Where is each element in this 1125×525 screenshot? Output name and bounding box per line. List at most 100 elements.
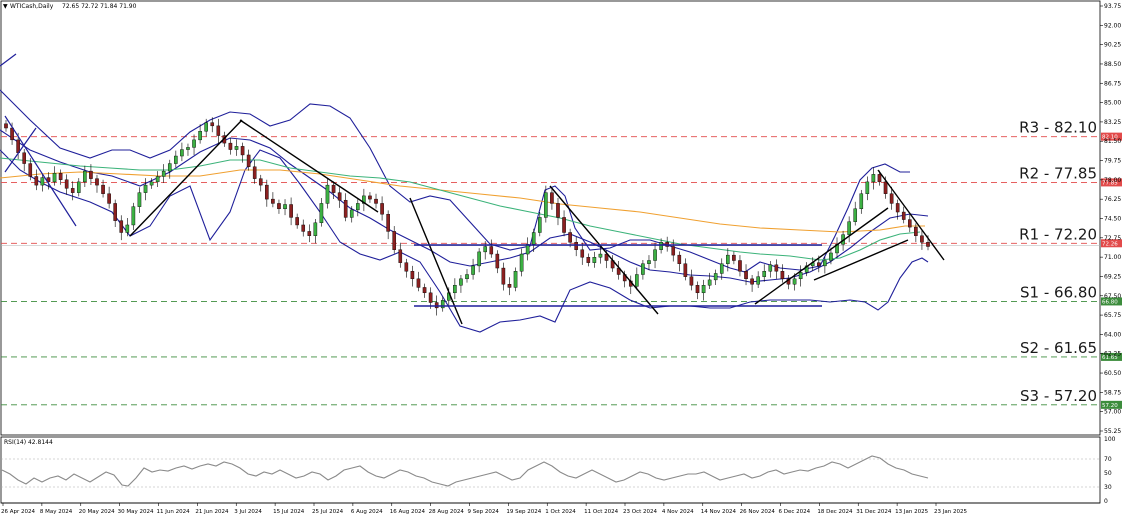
candle-body-down: [507, 284, 512, 288]
level-label: S3 - 57.20: [1020, 387, 1097, 405]
candle: [738, 255, 742, 277]
candle-body-up: [356, 203, 360, 211]
candle-body-up: [349, 209, 354, 218]
candle-body-up: [52, 173, 57, 183]
candle: [465, 269, 469, 283]
candle-body-down: [901, 211, 906, 220]
candle-body-up: [544, 192, 548, 218]
candle: [859, 189, 864, 214]
candle: [204, 118, 208, 137]
trend-line[interactable]: [4, 127, 37, 173]
x-tick-label: 23 Jan 2025: [934, 509, 967, 515]
candle-body-up: [459, 278, 463, 286]
candle: [240, 142, 245, 163]
candle-body-down: [10, 127, 14, 141]
candle: [22, 149, 26, 172]
x-tick-label: 26 Apr 2024: [1, 509, 36, 515]
candle-body-up: [143, 184, 148, 193]
candle: [307, 224, 312, 243]
trend-line[interactable]: [409, 197, 463, 325]
level-label: R2 - 77.85: [1019, 164, 1097, 182]
candle-body-down: [343, 199, 348, 218]
candle: [847, 216, 851, 243]
candle: [210, 117, 215, 133]
y-tick-label: 65.75: [1104, 312, 1121, 319]
candle: [343, 193, 348, 222]
candle-body-up: [149, 181, 154, 186]
candle: [52, 166, 57, 186]
candle: [404, 258, 409, 278]
candle-body-down: [119, 220, 124, 233]
level-price-box: [1101, 178, 1122, 187]
x-tick-label: 14 Nov 2024: [701, 509, 737, 515]
bollinger-lower-band: [0, 149, 929, 333]
candle-body-down: [295, 217, 299, 226]
candle-body-up: [40, 177, 45, 186]
candle: [641, 259, 645, 280]
trend-line[interactable]: [754, 207, 889, 305]
candle-body-down: [580, 249, 585, 258]
candle-body-down: [410, 271, 415, 280]
x-tick-label: 31 Dec 2024: [856, 509, 892, 515]
level-price-box-label: 77.85: [1102, 180, 1118, 186]
x-tick-label: 9 Sep 2024: [468, 509, 500, 515]
trend-line[interactable]: [549, 185, 659, 315]
candle-body-down: [744, 271, 748, 280]
candle: [356, 198, 360, 217]
candle: [198, 124, 202, 144]
candle: [895, 199, 900, 220]
candle: [829, 247, 833, 265]
candle-body-up: [598, 253, 603, 258]
candle: [374, 193, 378, 209]
candle: [258, 174, 263, 192]
candle: [149, 178, 154, 189]
ohlc-header: 72.65 72.72 71.84 71.90: [62, 3, 137, 10]
x-tick-label: 6 Aug 2024: [351, 509, 383, 515]
candle: [695, 281, 700, 300]
trend-line[interactable]: [239, 119, 379, 213]
candle-body-up: [131, 206, 136, 226]
candle-body-down: [750, 278, 754, 285]
candle: [277, 199, 281, 214]
candle-body-up: [865, 181, 870, 194]
y-tick-label: 88.50: [1104, 61, 1121, 68]
candle-body-down: [883, 181, 888, 194]
candle: [174, 150, 178, 168]
candle-body-up: [161, 170, 166, 177]
level-label: R1 - 72.20: [1019, 225, 1097, 243]
level-label: S2 - 61.65: [1020, 339, 1097, 357]
candle-body-up: [859, 193, 864, 210]
trend-line[interactable]: [877, 169, 945, 261]
candle: [756, 271, 760, 288]
rsi-axis: 100 70 50 30 0: [1104, 436, 1116, 505]
candle: [568, 228, 572, 248]
trend-line[interactable]: [0, 53, 17, 67]
candle-body-up: [592, 257, 597, 263]
candle-body-up: [83, 170, 87, 183]
candle-body-up: [537, 217, 542, 233]
candle: [635, 267, 639, 291]
candle: [780, 264, 785, 283]
y-tick-label: 64.00: [1104, 331, 1121, 338]
x-tick-label: 16 Aug 2024: [390, 509, 426, 515]
level-price-box: [1101, 239, 1122, 248]
candle: [252, 159, 257, 184]
trend-line[interactable]: [129, 119, 243, 237]
bollinger-middle-band: [0, 129, 929, 283]
collapse-triangle-icon[interactable]: ▼: [3, 3, 8, 10]
trend-line[interactable]: [4, 115, 77, 227]
candle: [89, 164, 93, 186]
candle: [592, 251, 597, 268]
candle-body-up: [125, 224, 130, 233]
y-tick-label: 60.50: [1104, 370, 1121, 377]
candle: [701, 279, 706, 301]
candle: [265, 179, 269, 207]
trend-line[interactable]: [813, 239, 909, 281]
candle: [368, 192, 372, 203]
candle-body-up: [483, 246, 487, 253]
candle-body-down: [562, 217, 566, 233]
x-tick-label: 13 Jan 2025: [895, 509, 928, 515]
candle-body-down: [732, 254, 736, 261]
y-tick-label: 72.75: [1104, 235, 1121, 242]
candle-body-down: [337, 192, 342, 201]
